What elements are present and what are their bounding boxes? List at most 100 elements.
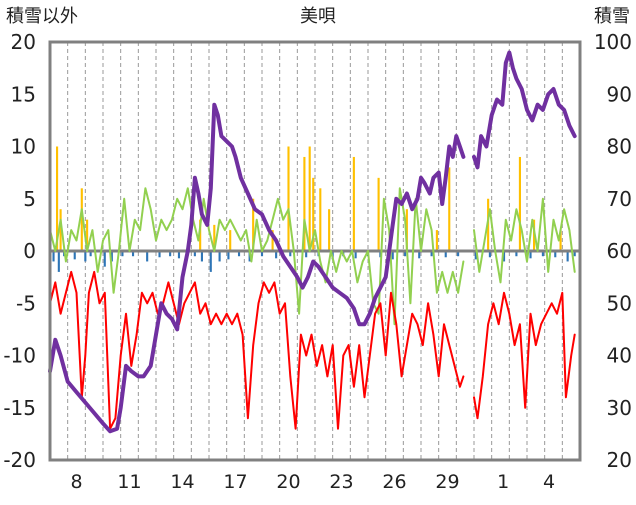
x-tick-label: 17 (223, 471, 247, 493)
precipitation-bar (59, 209, 62, 251)
snowfall_change-bar (121, 251, 124, 257)
right-tick-label: 40 (607, 344, 632, 368)
precipitation-bar (435, 230, 438, 251)
left-tick-label: 5 (23, 187, 36, 211)
precipitation-bar (80, 188, 83, 251)
snowfall_change-bar (218, 251, 221, 262)
precipitation-bar (56, 146, 59, 251)
precipitation-bar (352, 156, 355, 251)
precipitation-bar (377, 177, 380, 251)
precipitation-bar (518, 156, 521, 251)
snowfall_change-bar (289, 251, 292, 257)
left-tick-label: -15 (3, 396, 36, 420)
right-tick-label: 90 (607, 82, 632, 106)
precipitation-bar (448, 167, 451, 251)
snow_depth-line (48, 50, 577, 434)
precipitation-bar (303, 156, 306, 251)
right-tick-label: 50 (607, 291, 632, 315)
snowfall_change-bar (84, 251, 87, 262)
precipitation-bar (559, 230, 562, 251)
snowfall_change-bar (275, 251, 278, 259)
snowfall_change-bar (430, 251, 433, 257)
snowfall_change-bar (131, 251, 135, 257)
snowfall_change-bar (474, 251, 477, 260)
snowfall_change-bar (177, 251, 181, 259)
x-tick-label: 23 (329, 471, 353, 493)
snowfall_change-bar (73, 251, 76, 260)
snowfall_change-bar (260, 251, 264, 257)
precipitation-bar (229, 230, 232, 251)
left-tick-label: -5 (16, 291, 36, 315)
left-tick-label: 15 (11, 82, 36, 106)
left-tick-label: 10 (11, 135, 36, 159)
snowfall_change-bar (89, 251, 92, 257)
snowfall_change-bar (541, 251, 544, 257)
x-tick-label: 14 (170, 471, 194, 493)
max_temp-line (49, 187, 576, 326)
left-axis-label: 積雪以外 (6, 6, 78, 27)
snowfall_change-bar (515, 251, 518, 257)
snowfall_change-bar (444, 251, 447, 258)
snowfall_change-bar (209, 251, 212, 272)
left-tick-label: 0 (23, 239, 36, 263)
snowfall_change-bar (305, 251, 308, 258)
precipitation-bar (287, 146, 290, 251)
left-tick-label: -10 (3, 344, 36, 368)
bar-series (52, 146, 576, 272)
snowfall_change-bar (158, 251, 161, 258)
snowfall_change-bar (566, 251, 569, 262)
snowfall_change-bar (404, 251, 407, 257)
snowfall_change-bar (457, 251, 460, 257)
x-tick-label: 8 (70, 471, 82, 493)
x-tick-label: 20 (276, 471, 300, 493)
snowfall_change-bar (488, 251, 491, 258)
precipitation-bar (312, 177, 315, 251)
snowfall_change-bar (227, 251, 230, 260)
x-tick-label: 4 (543, 471, 555, 493)
x-tick-label: 1 (497, 471, 509, 493)
left-tick-label: -20 (3, 448, 36, 472)
snowfall_change-bar (200, 251, 203, 262)
line-series (48, 50, 577, 434)
precipitation-bar (319, 188, 322, 251)
snowfall_change-bar (193, 251, 196, 257)
snowfall_change-bar (146, 251, 149, 262)
snowfall_change-bar (103, 251, 106, 267)
snowfall_change-bar (237, 251, 241, 257)
right-axis-label: 積雪 (594, 6, 630, 27)
snowfall_change-bar (110, 251, 113, 262)
right-tick-label: 20 (607, 448, 632, 472)
precipitation-bar (328, 209, 331, 251)
right-tick-label: 60 (607, 239, 632, 263)
x-tick-label: 26 (382, 471, 406, 493)
plot-frame (48, 40, 582, 462)
precipitation-bar (213, 224, 216, 251)
snowfall_change-bar (573, 251, 576, 257)
snowfall_change-bar (554, 251, 557, 258)
snowfall_change-bar (502, 251, 506, 262)
precipitation-bar (271, 230, 274, 251)
precipitation-bar (405, 209, 408, 251)
snowfall_change-bar (391, 251, 394, 260)
min_temp-line (49, 270, 576, 430)
chart-title: 美唄 (300, 6, 336, 27)
x-tick-label: 29 (435, 471, 459, 493)
snowfall_change-bar (418, 251, 421, 259)
precipitation-bar (252, 198, 255, 251)
snowfall_change-bar (169, 251, 172, 257)
right-tick-label: 30 (607, 396, 632, 420)
left-tick-label: 20 (11, 30, 36, 54)
snowfall_change-bar (529, 251, 532, 259)
x-tick-label: 11 (117, 471, 141, 493)
right-tick-label: 70 (607, 187, 632, 211)
snowfall_change-bar (52, 251, 55, 262)
snowfall_change-bar (354, 251, 357, 259)
precipitation-bar (86, 219, 89, 251)
right-tick-label: 100 (594, 30, 632, 54)
precipitation-bar (308, 146, 311, 251)
precipitation-bar (199, 219, 202, 251)
snowfall_change-bar (57, 251, 60, 272)
